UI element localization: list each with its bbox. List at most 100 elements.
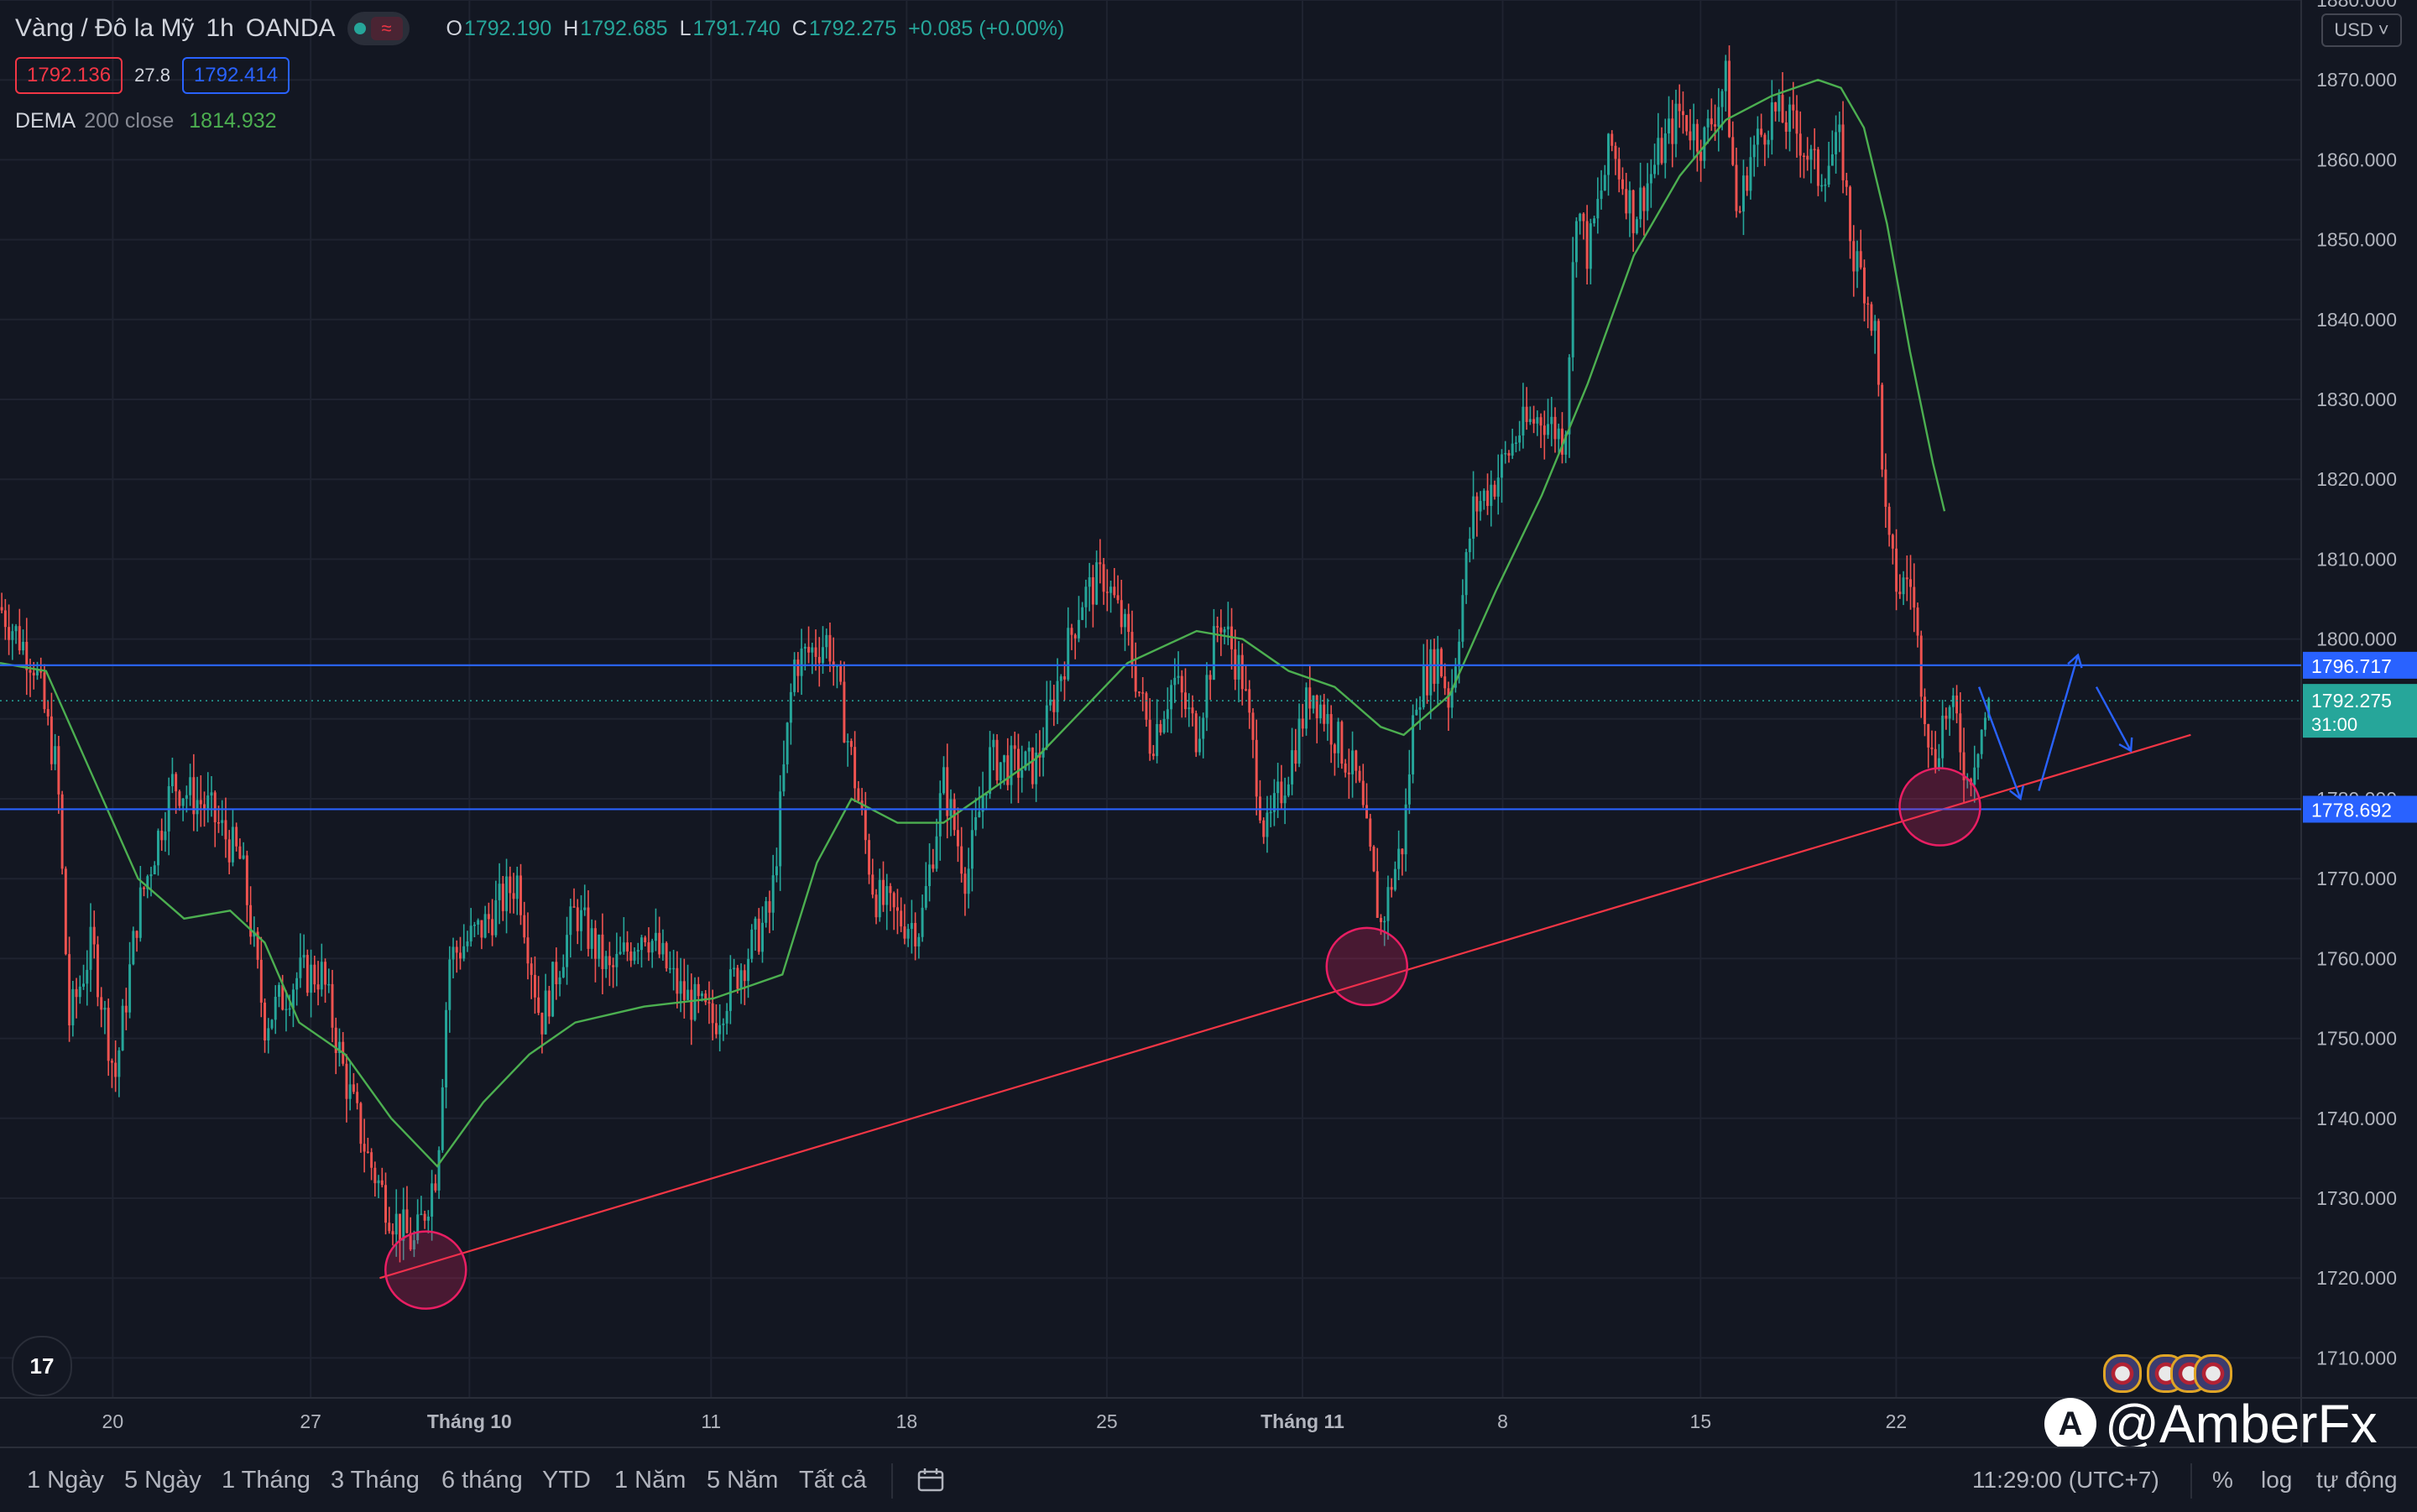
candle-body [1141, 692, 1145, 694]
candle-body [1891, 534, 1894, 549]
highlight-circle[interactable] [1898, 767, 1981, 847]
indicator-toggle-icon[interactable]: ≈ [370, 17, 403, 40]
candle-body [690, 989, 693, 1020]
candle-body [505, 876, 509, 911]
y-tick-label: 1850.000 [2316, 229, 2397, 251]
y-tick-label: 1760.000 [2316, 947, 2397, 969]
candle-body [477, 920, 480, 925]
candle-body [1895, 548, 1898, 592]
candle-body [1695, 123, 1699, 152]
candle-body [1752, 144, 1756, 158]
range-1y-button[interactable]: 1 Năm [614, 1467, 686, 1494]
range-5y-button[interactable]: 5 Năm [707, 1467, 779, 1494]
range-6m-button[interactable]: 6 tháng [441, 1467, 523, 1494]
candle-body [960, 846, 963, 874]
currency-button[interactable]: USD ˅ [2321, 13, 2402, 47]
candle-body [35, 669, 39, 675]
candle-body [1856, 251, 1859, 272]
projection-arrow[interactable] [2095, 686, 2132, 752]
clock[interactable]: 11:29:00 (UTC+7) [1972, 1467, 2159, 1493]
percent-toggle[interactable]: % [2212, 1467, 2233, 1493]
candle-body [217, 821, 220, 824]
us-flag-icon[interactable] [2103, 1354, 2142, 1393]
log-toggle[interactable]: log [2261, 1467, 2293, 1493]
candle-body [761, 922, 764, 952]
candle-body [32, 672, 35, 675]
market-status-pill[interactable]: ≈ [347, 12, 410, 45]
symbol-name[interactable]: Vàng / Đô la Mỹ [15, 14, 195, 42]
candle-body [1625, 189, 1628, 214]
candle-body [750, 929, 754, 959]
candle-body [138, 887, 142, 938]
indicator-legend[interactable]: DEMA 200 close 1814.932 [15, 109, 277, 133]
toolbar-divider [891, 1463, 893, 1499]
candle-body [1059, 676, 1062, 681]
amberfx-logo-icon: A [2044, 1398, 2096, 1450]
calendar-icon[interactable] [916, 1467, 947, 1500]
y-tick-label: 1810.000 [2316, 548, 2397, 570]
candle-body [1461, 595, 1464, 642]
candle-body [1276, 781, 1280, 794]
dema-line[interactable] [0, 78, 1946, 1168]
candle-body [1824, 184, 1827, 186]
candle-body [1898, 592, 1902, 595]
candle-body [1614, 145, 1617, 159]
highlight-circle[interactable] [1325, 926, 1408, 1007]
candle-body [576, 907, 579, 931]
candle-body [989, 747, 992, 795]
projection-arrow[interactable] [2038, 654, 2080, 791]
candle-body [64, 868, 67, 955]
us-flag-icon[interactable] [2194, 1354, 2232, 1393]
support-trendline[interactable] [379, 733, 2191, 1280]
candle-body [658, 932, 661, 955]
candle-body [160, 831, 164, 841]
candle-body [1610, 133, 1614, 146]
candle-body [1628, 190, 1631, 214]
candle-body [1568, 357, 1571, 435]
range-3m-button[interactable]: 3 Tháng [331, 1467, 420, 1494]
sell-button[interactable]: 1792.136 [15, 57, 123, 94]
candle-body [466, 941, 469, 946]
candle-body [391, 1231, 394, 1235]
range-ytd-button[interactable]: YTD [542, 1467, 591, 1494]
projection-arrow[interactable] [1977, 686, 2022, 800]
buy-button[interactable]: 1792.414 [181, 57, 290, 94]
candle-body [1323, 704, 1326, 724]
candle-body [1585, 221, 1589, 269]
highlight-circle[interactable] [384, 1230, 467, 1310]
candle-body [1663, 133, 1667, 164]
indicator-value: 1814.932 [189, 109, 277, 133]
candle-body [156, 831, 159, 866]
y-tick-label: 1880.000 [2316, 0, 2397, 11]
candle-body [1809, 149, 1813, 160]
candle-body [89, 926, 92, 970]
candle-body [1838, 124, 1841, 133]
event-flags[interactable] [2103, 1354, 2232, 1393]
candle-body [494, 899, 498, 936]
candle-body [1045, 705, 1048, 748]
range-5d-button[interactable]: 5 Ngày [124, 1467, 201, 1494]
candle-body [946, 767, 949, 816]
candle-body [619, 952, 622, 954]
range-1m-button[interactable]: 1 Tháng [222, 1467, 311, 1494]
interval[interactable]: 1h [206, 14, 234, 42]
auto-scale-toggle[interactable]: tự động [2316, 1467, 2398, 1493]
candle-body [1407, 774, 1411, 805]
tradingview-logo-icon[interactable]: 17 [12, 1336, 72, 1396]
candle-body [1041, 748, 1045, 758]
range-1d-button[interactable]: 1 Ngày [27, 1467, 104, 1494]
candle-body [1113, 587, 1116, 596]
candle-body [1280, 781, 1283, 804]
candle-body [1464, 552, 1468, 596]
candle-body [615, 953, 619, 967]
candle-body [181, 798, 185, 806]
candle-body [900, 910, 903, 927]
candle-body [1010, 745, 1013, 785]
range-all-button[interactable]: Tất cả [799, 1467, 867, 1494]
candle-body [1262, 820, 1266, 837]
candle-body [1266, 812, 1269, 837]
candle-body [537, 997, 540, 1014]
candle-body [1024, 751, 1027, 770]
candle-body [1166, 709, 1169, 719]
price-chart[interactable]: 1880.000 1870.000 1860.000 1850.000 1840.000… [0, 0, 2417, 1447]
